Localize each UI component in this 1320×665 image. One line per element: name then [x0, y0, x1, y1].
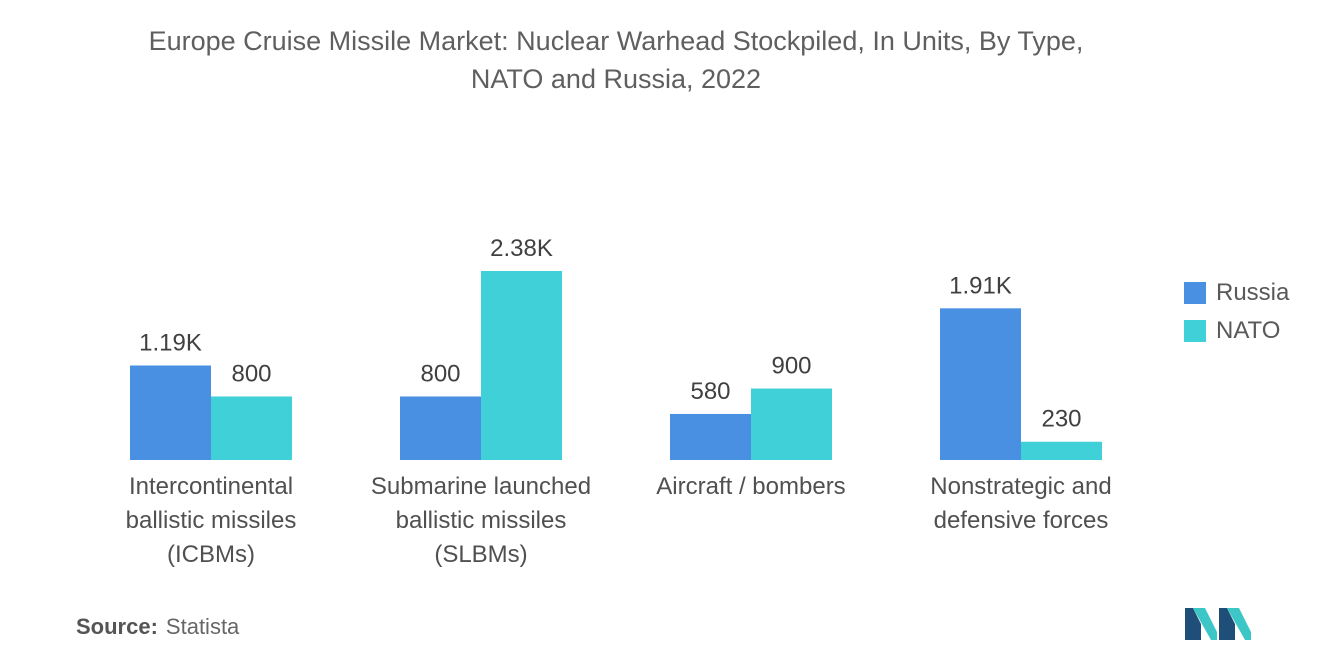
bar-russia-2	[670, 413, 751, 460]
legend-item-russia[interactable]: Russia	[1184, 274, 1289, 312]
bar-nato-3	[1021, 441, 1102, 460]
category-label-0-line2: (ICBMs)	[167, 541, 255, 568]
bar-label-nato-3: 230	[1041, 406, 1081, 433]
bar-label-russia-2: 580	[690, 378, 730, 405]
category-label-1-line1: ballistic missiles	[396, 507, 567, 534]
bar-nato-2	[751, 388, 832, 460]
bar-chart: 1.19K 800 Intercontinental ballistic missil…	[126, 235, 1112, 568]
category-label-0-line0: Intercontinental	[129, 473, 293, 500]
legend-swatch-russia	[1184, 282, 1206, 304]
bar-russia-3	[940, 308, 1021, 460]
legend-swatch-nato	[1184, 320, 1206, 342]
category-label-0-line1: ballistic missiles	[126, 507, 297, 534]
bar-nato-0	[211, 396, 292, 460]
source-note: Source: Statista	[76, 614, 239, 640]
bar-label-russia-1: 800	[420, 360, 460, 387]
category-label-2-line0: Aircraft / bombers	[656, 473, 845, 500]
legend-label-russia: Russia	[1216, 279, 1290, 306]
category-label-1-line2: (SLBMs)	[434, 541, 527, 568]
source-label: Source:	[76, 614, 158, 639]
bar-label-russia-0: 1.19K	[139, 330, 202, 357]
legend: Russia NATO	[1184, 274, 1289, 350]
legend-label-nato: NATO	[1216, 317, 1281, 344]
category-label-3-line0: Nonstrategic and	[930, 473, 1111, 500]
category-label-1-line0: Submarine launched	[371, 473, 591, 500]
bar-nato-1	[481, 271, 562, 460]
bar-label-russia-3: 1.91K	[949, 272, 1012, 299]
source-value: Statista	[165, 614, 240, 639]
chart-title-line2: NATO and Russia, 2022	[470, 64, 762, 94]
chart-title: Europe Cruise Missile Market: Nuclear Wa…	[0, 22, 1232, 98]
mordor-logo-icon	[1185, 608, 1251, 640]
bar-russia-1	[400, 396, 481, 460]
bar-russia-0	[130, 365, 211, 460]
legend-item-nato[interactable]: NATO	[1184, 312, 1289, 350]
category-label-3-line1: defensive forces	[934, 507, 1109, 534]
bar-label-nato-2: 900	[771, 353, 811, 380]
chart-title-line1: Europe Cruise Missile Market: Nuclear Wa…	[148, 26, 1084, 56]
bar-label-nato-0: 800	[231, 360, 271, 387]
bar-label-nato-1: 2.38K	[490, 235, 553, 262]
